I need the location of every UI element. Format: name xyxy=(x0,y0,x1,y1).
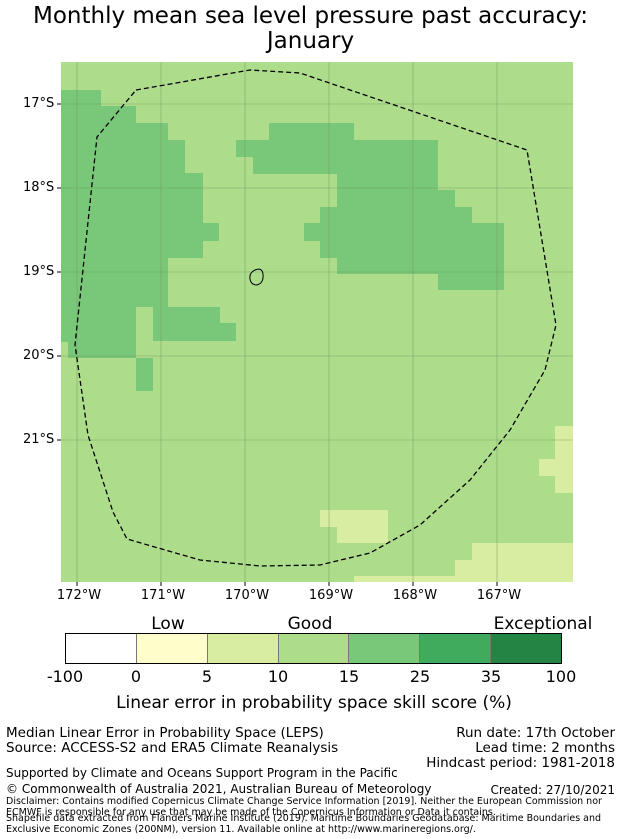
lon-label: 169°W xyxy=(308,588,354,603)
category-good: Good xyxy=(287,614,333,634)
footer-hindcast: Hindcast period: 1981-2018 xyxy=(426,755,615,771)
colorbar-segment xyxy=(420,634,492,663)
colorbar-tick: 25 xyxy=(409,667,431,686)
lon-label: 168°W xyxy=(392,588,438,603)
lon-label: 171°W xyxy=(140,588,186,603)
footer-source: Source: ACCESS-S2 and ERA5 Climate Reana… xyxy=(6,740,339,756)
colorbar-tick: 5 xyxy=(201,667,213,686)
colorbar-segment xyxy=(491,634,562,663)
lon-label: 172°W xyxy=(56,588,102,603)
skill-patches-dark xyxy=(61,90,504,391)
lat-label: 21°S xyxy=(23,432,55,447)
lat-label: 20°S xyxy=(23,348,55,363)
colorbar-tick: 10 xyxy=(267,667,289,686)
axis-ticks xyxy=(57,103,498,586)
chart-title-line2: January xyxy=(266,28,355,54)
lon-label: 170°W xyxy=(224,588,270,603)
colorbar-tick: 100 xyxy=(545,667,577,686)
colorbar xyxy=(65,633,562,664)
colorbar-tick: 0 xyxy=(130,667,142,686)
footer-method: Median Linear Error in Probability Space… xyxy=(6,725,324,741)
island-outline xyxy=(249,268,264,286)
footer-lead-time: Lead time: 2 months xyxy=(475,740,615,756)
category-exceptional: Exceptional xyxy=(493,614,593,634)
lon-label: 167°W xyxy=(476,588,522,603)
colorbar-segment xyxy=(66,634,137,663)
colorbar-segment xyxy=(207,634,279,663)
gridlines xyxy=(61,62,573,582)
colorbar-segment xyxy=(349,634,421,663)
footer-run-date: Run date: 17th October xyxy=(456,725,615,741)
footer-support: Supported by Climate and Oceans Support … xyxy=(6,766,398,780)
skill-map xyxy=(57,62,573,586)
colorbar-tick: 35 xyxy=(480,667,502,686)
colorbar-label: Linear error in probability space skill … xyxy=(116,693,512,713)
lat-label: 18°S xyxy=(23,180,55,195)
lat-label: 19°S xyxy=(23,264,55,279)
footer-disclaimer: Disclaimer: Contains modified Copernicus… xyxy=(6,796,602,818)
colorbar-segment xyxy=(278,634,350,663)
colorbar-tick: 15 xyxy=(338,667,360,686)
footer-copyright: © Commonwealth of Australia 2021, Austra… xyxy=(6,782,432,796)
footer-created: Created: 27/10/2021 xyxy=(490,783,615,797)
footer-shapefile: Shapefile data extracted from Flanders M… xyxy=(6,813,602,835)
lat-label: 17°S xyxy=(23,96,55,111)
chart-title-line1: Monthly mean sea level pressure past acc… xyxy=(33,3,588,29)
colorbar-segment xyxy=(136,634,208,663)
category-low: Low xyxy=(151,614,185,634)
colorbar-tick: -100 xyxy=(46,667,84,686)
